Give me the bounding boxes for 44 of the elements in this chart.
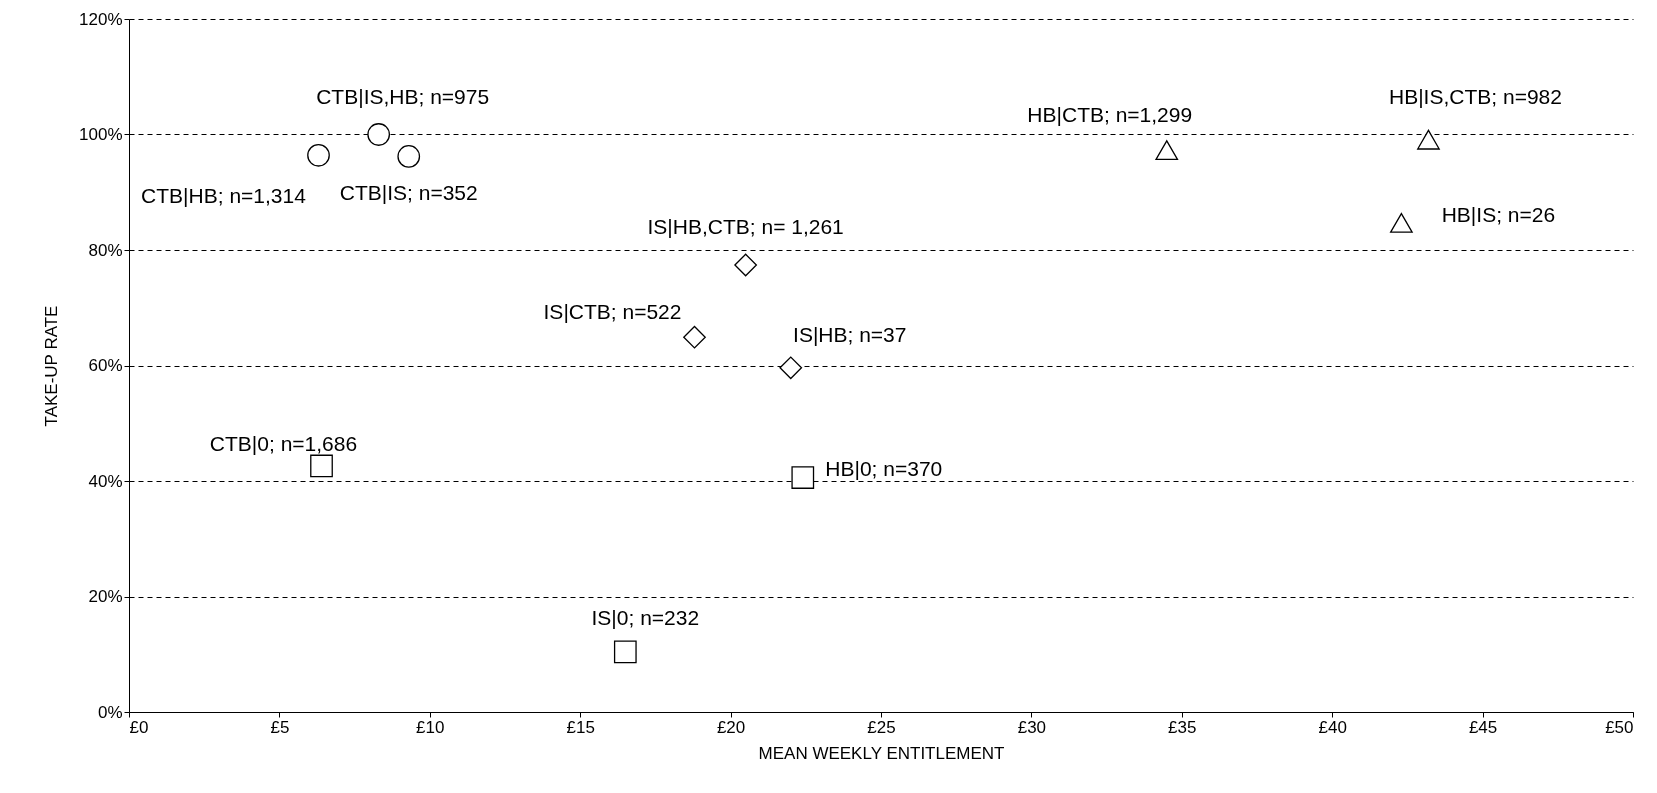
point: [1390, 212, 1413, 233]
annotation: IS|CTB; n=522: [543, 300, 682, 324]
x-tick-label: £40: [1318, 717, 1347, 737]
point: [1155, 140, 1179, 161]
point: [779, 356, 803, 380]
annotation: IS|HB; n=37: [793, 322, 907, 346]
point: [307, 143, 330, 167]
annotation: HB|CTB; n=1,299: [1027, 103, 1193, 127]
annotation: HB|IS,CTB; n=982: [1388, 84, 1562, 108]
y-tick-label: 100%: [79, 125, 123, 144]
point: [310, 454, 333, 478]
x-tick-label: £45: [1468, 717, 1498, 737]
point: [734, 253, 758, 277]
y-tick-label: 120%: [79, 9, 123, 29]
point: [397, 145, 421, 168]
x-tick-label: £20: [716, 717, 746, 737]
x-tick-label: £10: [416, 717, 445, 737]
x-tick-label: £25: [867, 717, 896, 737]
annotation: HB|IS; n=26: [1441, 202, 1556, 226]
y-tick-label: 40%: [88, 471, 123, 491]
y-axis-title: TAKE-UP RATE: [42, 305, 62, 427]
point: [613, 640, 637, 664]
x-tick-label: £30: [1017, 717, 1047, 737]
annotation: CTB|IS; n=352: [339, 181, 478, 205]
x-tick-label: £0: [129, 717, 149, 737]
y-tick-label: 0%: [97, 702, 123, 722]
x-tick-label: £35: [1168, 717, 1197, 737]
x-axis-title: MEAN WEEKLY ENTITLEMENT: [758, 743, 1005, 763]
y-tick-label: 60%: [88, 356, 123, 375]
x-tick-label: £5: [270, 717, 290, 737]
point: [1417, 129, 1440, 150]
point: [683, 325, 706, 349]
annotation: HB|0; n=370: [825, 456, 943, 480]
y-tick-label: 80%: [88, 240, 123, 260]
point: [791, 466, 815, 489]
x-tick-label: £50: [1605, 717, 1634, 737]
point: [367, 123, 391, 146]
annotation: IS|0; n=232: [591, 605, 700, 629]
y-tick-label: 20%: [88, 587, 123, 606]
annotation: CTB|HB; n=1,314: [141, 184, 307, 208]
annotation: CTB|0; n=1,686: [209, 431, 358, 455]
annotation: CTB|IS,HB; n=975: [316, 84, 490, 108]
annotation: IS|HB,CTB; n= 1,261: [647, 215, 844, 239]
x-tick-label: £15: [566, 717, 595, 737]
